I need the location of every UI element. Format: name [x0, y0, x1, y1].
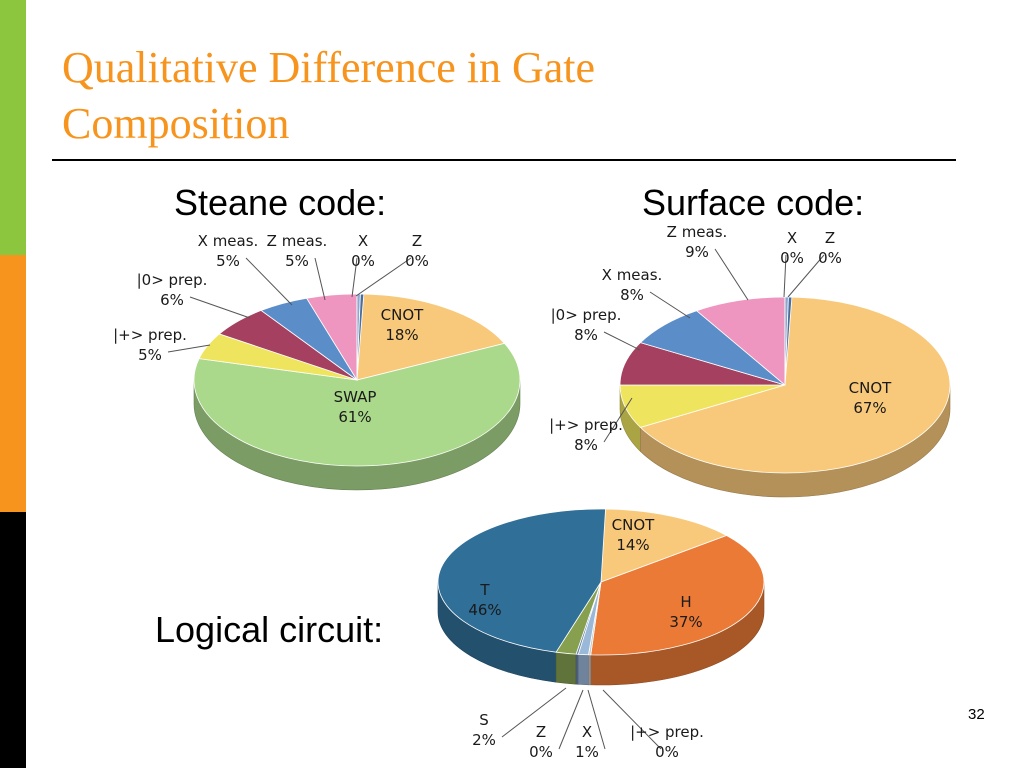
slice-label-z: Z	[536, 723, 546, 741]
slice-value--prep-: 0%	[655, 743, 679, 761]
slice-value-x: 0%	[780, 249, 804, 267]
pie-chart-3: CNOT 14% H 37% |+> prep. 0% X 1% Z 0% S 2% T 46%	[437, 508, 765, 761]
steane-code-heading: Steane code:	[174, 182, 387, 223]
slice-label--prep-: |+> prep.	[630, 723, 704, 741]
slide-title-line1: Qualitative Difference in Gate	[62, 43, 596, 92]
surface-code-heading: Surface code:	[642, 182, 865, 223]
title-divider	[52, 159, 956, 161]
pie-side--prep-	[588, 654, 592, 686]
slice-value-z-meas-: 9%	[685, 243, 709, 261]
slice-value-z: 0%	[529, 743, 553, 761]
slice-value-swap: 61%	[338, 408, 371, 426]
leader-line-z	[558, 689, 584, 750]
leader-line-z-meas-	[714, 248, 749, 301]
slice-value--0-prep-: 6%	[160, 291, 184, 309]
accent-stripe-black	[0, 512, 26, 768]
slice-value-t: 46%	[468, 601, 501, 619]
slice-label--0-prep-: |0> prep.	[551, 306, 622, 324]
leader-line--prep-	[603, 397, 633, 443]
slice-value-z: 0%	[405, 252, 429, 270]
leader-line-s	[501, 687, 567, 738]
leader-line-z	[787, 254, 825, 298]
pie-chart-1: CNOT 18% SWAP 61% |+> prep. 5% |0> prep. 6% X me…	[113, 232, 521, 491]
slice-label-z: Z	[412, 232, 422, 250]
leader-line-z-meas-	[314, 257, 326, 301]
slice-label-x-meas-: X meas.	[198, 232, 259, 250]
slide-title: Qualitative Difference in Gate Compositi…	[62, 40, 962, 152]
slice-label-cnot: CNOT	[849, 379, 893, 397]
slice-label-x: X	[582, 723, 592, 741]
slice-value-x-meas-: 5%	[216, 252, 240, 270]
leader-line-x	[351, 257, 358, 298]
pie-side-z	[575, 653, 579, 685]
slice-label--0-prep-: |0> prep.	[137, 271, 208, 289]
slice-value-z: 0%	[818, 249, 842, 267]
slice-label-x: X	[358, 232, 368, 250]
slice-label-swap: SWAP	[334, 388, 377, 406]
slice-label--prep-: |+> prep.	[549, 416, 623, 434]
pie-chart-2: CNOT 67% |+> prep. 8% |0> prep. 8% X meas. 8% Z …	[549, 223, 951, 498]
leader-line--0-prep-	[189, 296, 251, 319]
pie-side-x	[578, 653, 589, 686]
slice-label-cnot: CNOT	[612, 516, 656, 534]
pie-slice-h	[590, 535, 765, 656]
accent-stripe-orange	[0, 255, 26, 512]
leader-line-x	[587, 689, 606, 750]
slice-label-z-meas-: Z meas.	[667, 223, 728, 241]
leader-line-x-meas-	[245, 257, 293, 306]
slice-value-cnot: 18%	[385, 326, 418, 344]
pie-slice-cnot	[356, 293, 506, 381]
slice-value-x-meas-: 8%	[620, 286, 644, 304]
leader-line--0-prep-	[603, 331, 641, 351]
page-number: 32	[968, 706, 985, 723]
logical-circuit-heading: Logical circuit:	[155, 609, 384, 650]
pie-slice-z-meas-	[695, 296, 786, 386]
pie-slice-z	[356, 293, 365, 381]
slice-value-cnot: 14%	[616, 536, 649, 554]
pie-slice-swap	[193, 342, 521, 467]
pie-slice-t	[437, 508, 606, 653]
slice-label-s: S	[479, 711, 489, 729]
slice-value-h: 37%	[669, 613, 702, 631]
slice-value-cnot: 67%	[853, 399, 886, 417]
leader-line-x	[783, 254, 787, 298]
slice-label-z-meas-: Z meas.	[267, 232, 328, 250]
slice-label-x: X	[787, 229, 797, 247]
slice-value-s: 2%	[472, 731, 496, 749]
slice-value-x: 1%	[575, 743, 599, 761]
pie-slice-cnot	[639, 296, 951, 474]
slice-label-z: Z	[825, 229, 835, 247]
pie-side-s	[555, 651, 577, 685]
slide-title-line2: Composition	[62, 99, 290, 148]
slice-value-x: 0%	[351, 252, 375, 270]
accent-stripe-green	[0, 0, 26, 255]
slice-label-h: H	[680, 593, 691, 611]
leader-line-x-meas-	[649, 291, 691, 319]
slice-value--0-prep-: 8%	[574, 326, 598, 344]
leader-line--prep-	[602, 689, 662, 750]
slice-value--prep-: 8%	[574, 436, 598, 454]
leader-line-z	[355, 257, 412, 297]
leader-line--prep-	[167, 344, 211, 353]
slice-label-cnot: CNOT	[381, 306, 425, 324]
slice-value-z-meas-: 5%	[285, 252, 309, 270]
slice-value--prep-: 5%	[138, 346, 162, 364]
slice-label--prep-: |+> prep.	[113, 326, 187, 344]
slice-label-x-meas-: X meas.	[602, 266, 663, 284]
pie-slice-cnot	[600, 508, 728, 583]
slice-label-t: T	[479, 581, 490, 599]
